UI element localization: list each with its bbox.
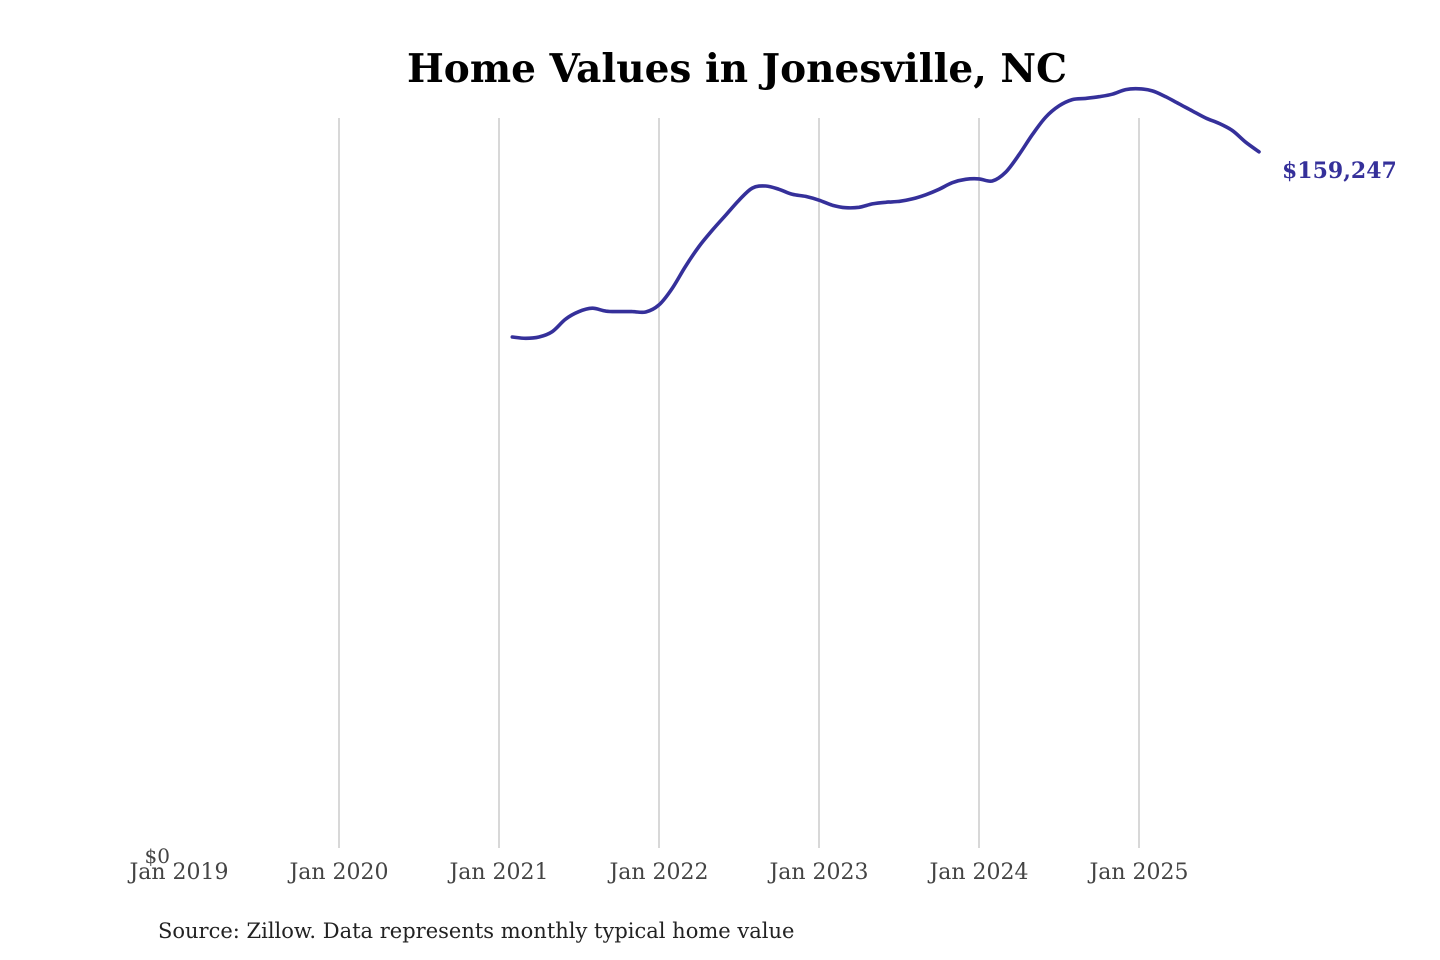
- x-tick-label-jan-2019: Jan 2019: [127, 860, 228, 885]
- x-tick-label-jan-2020: Jan 2020: [287, 860, 388, 885]
- x-tick-label-jan-2022: Jan 2022: [607, 860, 708, 885]
- end-value-label: $159,247: [1282, 158, 1397, 184]
- chart-title: Home Values in Jonesville, NC: [407, 46, 1067, 92]
- x-tick-labels: Jan 2019 Jan 2020 Jan 2021 Jan 2022 Jan 2023…: [127, 860, 1188, 885]
- series-line: [510, 86, 1261, 341]
- grid-lines: [338, 118, 1140, 848]
- x-tick-label-jan-2024: Jan 2024: [927, 860, 1028, 885]
- y-tick-label-zero: $0: [145, 844, 170, 868]
- x-tick-label-jan-2021: Jan 2021: [447, 860, 548, 885]
- series-line-layer: [510, 86, 1261, 341]
- x-tick-label-jan-2023: Jan 2023: [767, 860, 868, 885]
- source-note: Source: Zillow. Data represents monthly …: [158, 919, 794, 943]
- x-tick-label-jan-2025: Jan 2025: [1087, 860, 1188, 885]
